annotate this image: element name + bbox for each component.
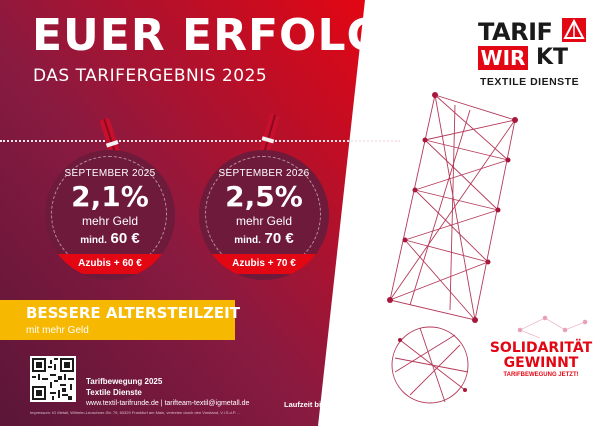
subheadline: DAS TARIFERGEBNIS 2025 [33, 66, 268, 86]
solidarity-line-3: TARIFBEWEGUNG JETZT! [503, 372, 579, 378]
banner-subtitle: mit mehr Geld [26, 325, 89, 336]
logo-kt: KT [536, 45, 569, 70]
offer-disc-2025: SEPTEMBER 2025 2,1% mehr Geld mind. 60 €… [45, 150, 175, 280]
banner-title: BESSERE ALTERSTEILZEIT [26, 304, 240, 322]
logo-tagline: TEXTILE DIENSTE [480, 76, 580, 88]
campaign-line-1: Tarifbewegung 2025 [86, 377, 163, 386]
offer-date: SEPTEMBER 2025 [64, 168, 156, 179]
legal-imprint: Impressum: IG Metall, Wilhelm-Leuschner-… [30, 410, 241, 415]
clothesline [0, 140, 400, 144]
logo-wir-box: WIR [478, 46, 528, 70]
trainee-band: Azubis + 60 € [45, 254, 175, 274]
retirement-banner: BESSERE ALTERSTEILZEIT mit mehr Geld [0, 300, 240, 340]
offer-minimum: mind. 70 € [199, 230, 329, 247]
contact-urls[interactable]: www.textil-tarifrunde.de | tarifteam-tex… [86, 400, 250, 407]
offer-percent: 2,5% [225, 180, 303, 213]
runtime-text: Laufzeit bis 28.02.2027 [284, 400, 365, 409]
headline: EUER ERFOLG! [32, 10, 405, 61]
offer-date: SEPTEMBER 2026 [218, 168, 310, 179]
tarif-wirkt-logo: TARIF WIR KT TEXTILE DIENSTE [478, 18, 588, 94]
solidarity-line-2: GEWINNT [503, 355, 579, 371]
campaign-line-2: Textile Dienste [86, 388, 142, 397]
solidarity-line-1: SOLIDARITÄT [489, 340, 593, 356]
min-prefix: mind. [80, 235, 107, 246]
min-value: 70 € [264, 230, 294, 247]
ig-metall-logo-icon [562, 18, 586, 42]
offer-more-money: mehr Geld [235, 214, 293, 228]
offer-more-money: mehr Geld [81, 214, 139, 228]
logo-line-1: TARIF [478, 18, 553, 46]
trainee-band: Azubis + 70 € [199, 254, 329, 274]
clothes-peg-icon [258, 113, 280, 159]
offer-disc-2026: SEPTEMBER 2026 2,5% mehr Geld mind. 70 €… [199, 150, 329, 280]
campaign-info: Tarifbewegung 2025 Textile Dienste [86, 376, 162, 398]
min-value: 60 € [110, 230, 140, 247]
qr-code-icon [30, 356, 76, 402]
offer-minimum: mind. 60 € [45, 230, 175, 247]
min-prefix: mind. [234, 235, 261, 246]
solidarity-mark: SOLIDARITÄT GEWINNT TARIFBEWEGUNG JETZT! [487, 341, 595, 379]
offer-percent: 2,1% [71, 180, 149, 213]
